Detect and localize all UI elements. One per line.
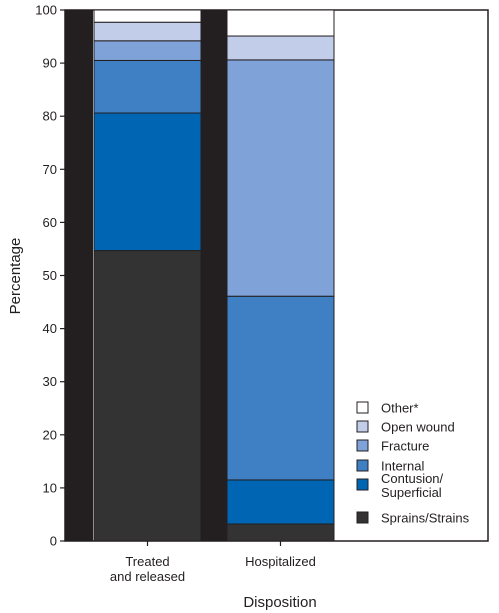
y-axis-title: Percentage (7, 238, 24, 315)
y-axis: 0 10 20 30 40 50 60 70 80 90 100 (35, 3, 65, 549)
legend-label: Contusion/ (381, 471, 444, 486)
x-tick-label: Treated (125, 554, 169, 569)
y-tick-label: 60 (43, 215, 57, 230)
legend-label: Internal (381, 459, 424, 474)
legend: Other* Open wound Fracture InternalContusio… (356, 401, 470, 526)
legend-swatch (356, 511, 369, 524)
bar-segment (226, 523, 335, 542)
y-tick-label: 10 (43, 480, 57, 495)
x-axis-title: Disposition (243, 594, 316, 611)
y-tick-label: 90 (43, 56, 57, 71)
legend-swatch (356, 439, 369, 452)
plot-frame-left (65, 10, 93, 541)
y-tick-label: 80 (43, 109, 57, 124)
x-tick-label: Hospitalized (245, 554, 316, 569)
legend-swatch (356, 420, 369, 433)
bar-segment (226, 59, 335, 297)
plot-frame-gap (201, 10, 227, 541)
y-tick-label: 0 (50, 534, 57, 549)
legend-label: Fracture (381, 439, 429, 454)
plot-area (64, 9, 489, 542)
legend-swatch (356, 401, 369, 414)
legend-label: Superficial (381, 485, 442, 500)
y-tick-label: 50 (43, 268, 57, 283)
bar-segment (93, 250, 202, 542)
bar-segment (93, 59, 202, 114)
legend-label: Sprains/Strains (381, 511, 470, 526)
y-tick-label: 20 (43, 427, 57, 442)
bar-segment (226, 9, 335, 37)
legend-label: Open wound (381, 420, 455, 435)
bar-segment (226, 479, 335, 525)
y-tick-label: 30 (43, 374, 57, 389)
x-tick-label: and released (110, 569, 185, 584)
bar-segment (93, 9, 202, 23)
legend-label: Other* (381, 401, 419, 416)
legend-swatch (356, 459, 369, 472)
legend-swatch (356, 478, 369, 491)
y-tick-label: 70 (43, 162, 57, 177)
bar-segment (93, 21, 202, 42)
bar-segment (226, 295, 335, 481)
bar-segment (93, 112, 202, 252)
y-tick-label: 40 (43, 321, 57, 336)
y-tick-label: 100 (35, 3, 57, 18)
bar-segment (93, 40, 202, 61)
bar-segment (226, 35, 335, 61)
